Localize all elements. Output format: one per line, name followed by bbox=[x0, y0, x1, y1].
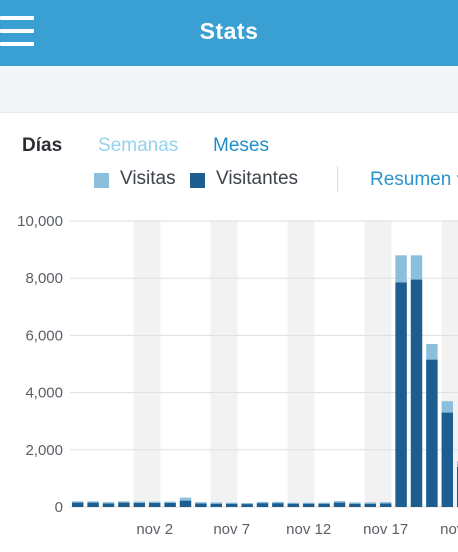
bar-visitors bbox=[210, 503, 222, 507]
bar-visitors bbox=[349, 503, 361, 507]
week-stripe bbox=[287, 221, 315, 507]
x-tick-label: nov 12 bbox=[286, 521, 331, 538]
bar-visitors bbox=[118, 502, 130, 507]
y-tick-label: 6,000 bbox=[25, 327, 63, 344]
bar-visitors bbox=[410, 279, 423, 507]
legend-views: Visitas bbox=[120, 168, 176, 189]
bar-visitors bbox=[395, 282, 407, 507]
bar-visitors bbox=[426, 359, 438, 507]
legend-divider bbox=[337, 166, 338, 192]
x-tick-label: nov 22 bbox=[440, 521, 458, 538]
y-tick-label: 4,000 bbox=[25, 385, 63, 402]
bar-visitors bbox=[102, 503, 115, 507]
visits-bar-chart: 0 2,000 4,000 6,000 8,000 10,000 nov 2 nov 7 nov… bbox=[17, 213, 458, 538]
bar-visitors bbox=[195, 503, 207, 507]
tab-months[interactable]: Meses bbox=[213, 135, 269, 156]
y-tick-label: 10,000 bbox=[17, 213, 63, 230]
visitors-swatch bbox=[190, 173, 205, 188]
bar-visitors bbox=[87, 502, 99, 507]
bar-visitors bbox=[179, 500, 192, 507]
top-bar: Stats bbox=[0, 0, 458, 66]
bar-visitors bbox=[164, 502, 176, 507]
legend-visitors: Visitantes bbox=[216, 168, 299, 189]
bar-visitors bbox=[272, 503, 284, 507]
y-tick-label: 0 bbox=[55, 499, 63, 516]
summary-label: Resumen bbox=[370, 169, 452, 190]
hamburger-menu-icon[interactable] bbox=[0, 16, 34, 46]
x-tick-label: nov 2 bbox=[136, 521, 173, 538]
views-swatch bbox=[94, 173, 109, 188]
x-tick-label: nov 7 bbox=[213, 521, 250, 538]
week-stripe bbox=[364, 221, 392, 507]
y-tick-label: 2,000 bbox=[25, 442, 63, 459]
chart-legend: Visitas Visitantes bbox=[0, 168, 458, 192]
period-tabs: Días Semanas Meses bbox=[0, 135, 458, 159]
bar-visitors bbox=[380, 503, 392, 507]
bar-visitors bbox=[133, 502, 145, 507]
summary-link[interactable]: Resumen ▾ bbox=[370, 168, 458, 191]
bar-visitors bbox=[72, 502, 84, 507]
bar-visitors bbox=[226, 503, 238, 507]
x-tick-label: nov 17 bbox=[363, 521, 408, 538]
bar-visitors bbox=[256, 503, 269, 507]
page-title: Stats bbox=[199, 18, 259, 44]
bar-visitors bbox=[318, 503, 330, 507]
bar-visitors bbox=[303, 503, 315, 507]
bar-visitors bbox=[241, 504, 253, 507]
tab-weeks[interactable]: Semanas bbox=[98, 135, 179, 156]
bar-visitors bbox=[287, 503, 299, 507]
bar-visitors bbox=[333, 502, 346, 507]
bar-visitors bbox=[149, 502, 161, 507]
y-tick-label: 8,000 bbox=[25, 270, 63, 287]
tab-days[interactable]: Días bbox=[22, 135, 63, 156]
sub-header-bar bbox=[0, 66, 458, 113]
week-stripe bbox=[133, 221, 161, 507]
bar-visitors bbox=[441, 412, 453, 507]
week-stripe bbox=[210, 221, 238, 507]
bar-visitors bbox=[364, 503, 376, 507]
